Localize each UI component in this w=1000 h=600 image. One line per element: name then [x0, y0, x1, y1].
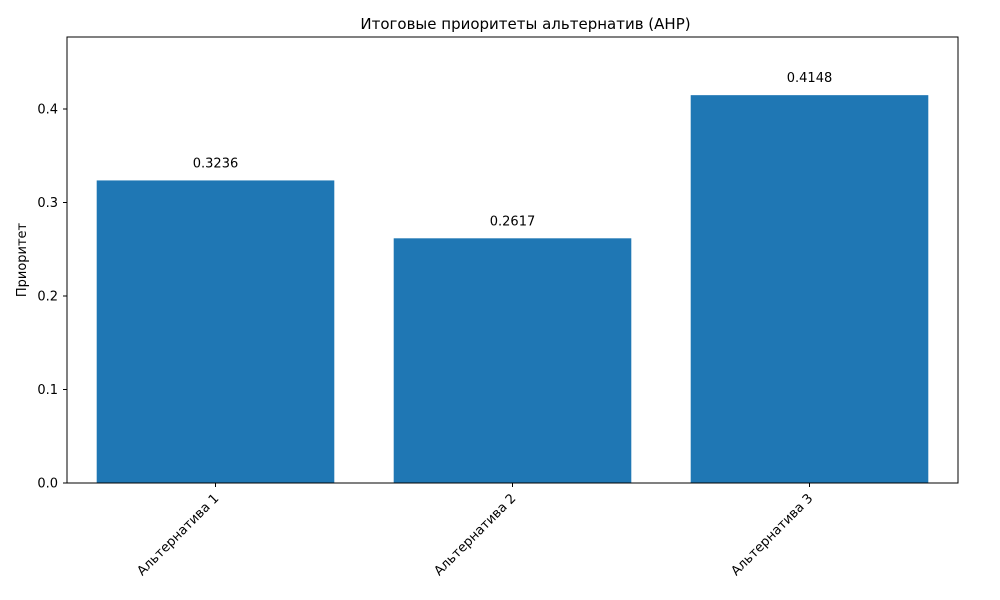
chart-title: Итоговые приоритеты альтернатив (AHP): [360, 15, 690, 33]
y-tick-label-0: 0.0: [37, 477, 58, 492]
bar-3: [690, 95, 929, 483]
bar-value-label-3: 0.4148: [787, 71, 833, 86]
bar-value-label-2: 0.2617: [490, 214, 536, 229]
x-tick-label-2: Альтернатива 2: [431, 491, 519, 579]
y-tick-label-4: 0.4: [37, 102, 58, 117]
y-tick-label-1: 0.1: [37, 383, 58, 398]
x-axis-ticks: Альтернатива 1 Альтернатива 2 Альтернатива…: [134, 483, 816, 579]
bar-value-label-1: 0.3236: [193, 156, 239, 171]
bars-group: [96, 95, 929, 483]
x-tick-label-3: Альтернатива 3: [728, 491, 816, 579]
y-tick-label-3: 0.3: [37, 196, 58, 211]
y-tick-label-2: 0.2: [37, 289, 58, 304]
bar-2: [393, 238, 632, 483]
data-labels-group: 0.3236 0.2617 0.4148: [193, 71, 833, 229]
y-axis-label: Приоритет: [15, 222, 30, 297]
y-axis-ticks: 0.0 0.1 0.2 0.3 0.4: [37, 102, 67, 492]
plot-area-frame: [66, 36, 959, 484]
x-tick-label-1: Альтернатива 1: [134, 491, 222, 579]
bar-1: [96, 180, 335, 483]
